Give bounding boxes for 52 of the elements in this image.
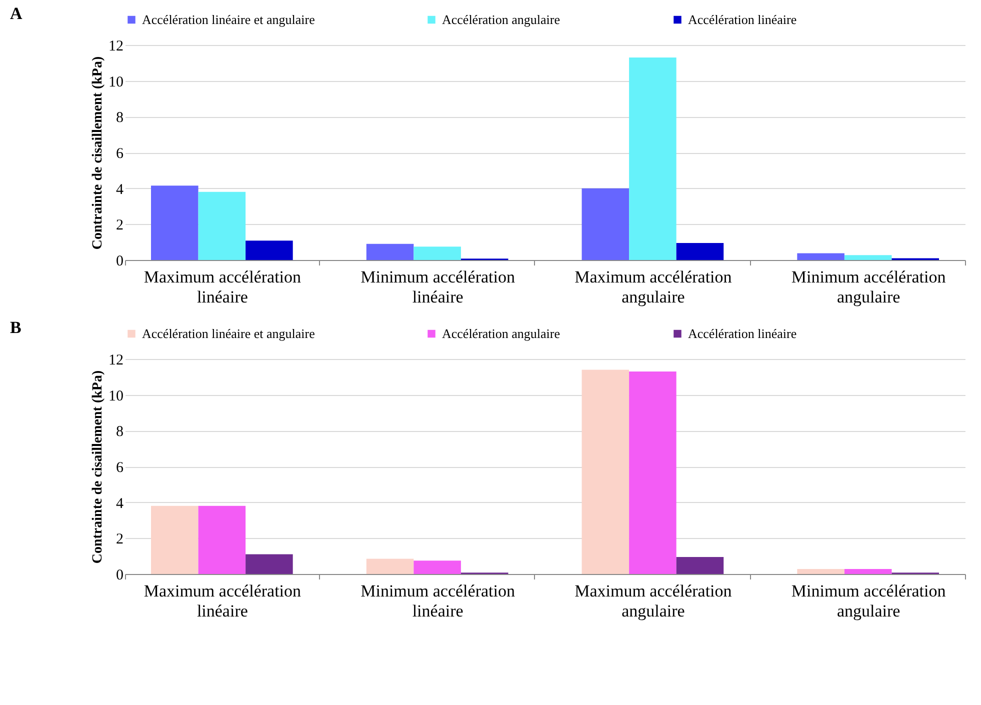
x-tick-label: Maximum accélération linéaire xyxy=(144,582,302,620)
y-tick-label: 4 xyxy=(116,496,124,512)
y-tick-label: 4 xyxy=(116,182,124,198)
bar xyxy=(198,192,246,260)
chart-title: B xyxy=(10,318,22,337)
x-tick-label: Minimum accélération linéaire xyxy=(360,582,516,620)
x-tick-label: Maximum accélération linéaire xyxy=(144,268,302,306)
bar xyxy=(844,568,892,574)
y-tick-label: 2 xyxy=(116,218,124,234)
y-axis-title: Contrainte de cisaillement (kPa) xyxy=(90,370,106,564)
legend-label: Accélération linéaire et angulaire xyxy=(142,12,316,27)
bar xyxy=(246,240,293,260)
y-tick-label: 10 xyxy=(108,388,124,404)
legend-label: Accélération angulaire xyxy=(442,326,560,341)
bar xyxy=(366,244,414,260)
y-tick-label: 0 xyxy=(116,254,124,270)
y-tick-label: 8 xyxy=(116,424,124,440)
bar xyxy=(414,560,461,574)
y-tick-label: 6 xyxy=(116,460,124,476)
x-tick-label: Maximum accélération angulaire xyxy=(574,582,732,620)
y-tick-label: 12 xyxy=(108,352,124,368)
bar xyxy=(582,188,630,260)
bar xyxy=(844,255,892,260)
chart-title: A xyxy=(10,4,23,23)
legend-label: Accélération angulaire xyxy=(442,12,560,27)
bar xyxy=(797,568,844,574)
y-tick-label: 6 xyxy=(116,146,124,162)
bar xyxy=(676,556,724,574)
legend-label: Accélération linéaire et angulaire xyxy=(142,326,316,341)
x-tick-label: Maximum accélération angulaire xyxy=(574,268,732,306)
bar xyxy=(797,253,844,260)
x-tick-label: Minimum accélération linéaire xyxy=(360,268,516,306)
bar xyxy=(151,186,198,260)
bar xyxy=(151,506,198,574)
legend-label: Accélération linéaire xyxy=(688,326,797,341)
y-tick-label: 8 xyxy=(116,110,124,126)
y-tick-label: 10 xyxy=(108,74,124,90)
y-tick-label: 2 xyxy=(116,532,124,548)
bar xyxy=(198,506,246,574)
x-tick-label: Minimum accélération angulaire xyxy=(791,582,946,620)
bar xyxy=(414,246,461,260)
legend-label: Accélération linéaire xyxy=(688,12,797,27)
x-tick-label: Minimum accélération angulaire xyxy=(791,268,946,306)
bar xyxy=(366,558,414,574)
y-tick-label: 12 xyxy=(108,38,124,54)
bar xyxy=(582,370,630,574)
bar xyxy=(676,242,724,260)
bar xyxy=(629,372,676,574)
y-axis-title: Contrainte de cisaillement (kPa) xyxy=(90,56,106,250)
bar xyxy=(629,58,676,260)
bar xyxy=(246,554,293,574)
y-tick-label: 0 xyxy=(116,568,124,584)
